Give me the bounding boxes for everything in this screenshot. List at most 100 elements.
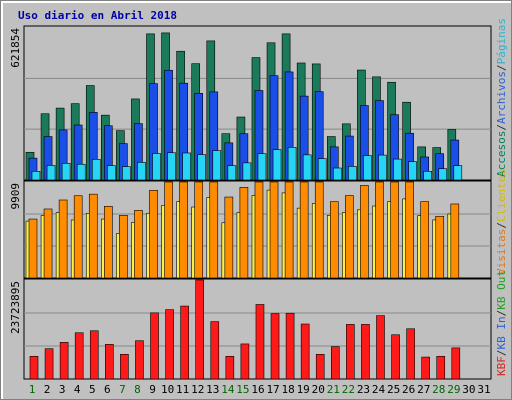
bar-2-2-day-6: [104, 205, 113, 279]
bar-2-2-day-15: [239, 187, 249, 279]
legend-item: Páginas: [495, 18, 508, 64]
bar-2-2-day-24: [375, 181, 384, 279]
bar-3-1-day-4: [74, 332, 84, 380]
legend-item: KB: [495, 362, 508, 376]
x-tick-label: 6: [104, 383, 111, 396]
bar-3-1-day-25: [391, 334, 400, 380]
bar-2-2-day-17: [269, 181, 279, 279]
bar-2-2-day-18: [284, 181, 294, 279]
bar-1-3-day-18: [287, 147, 297, 181]
x-tick-label: 18: [282, 383, 295, 396]
bevel-top: [1, 1, 511, 3]
bar-3-1-day-21: [330, 346, 340, 380]
x-axis: 1 2 3 4 5 6 7 8 9 10 11 12 13 14 15 16 17 18 19 20 21 22 23 24 2…: [29, 383, 491, 396]
bar-2-2-day-22: [345, 195, 354, 279]
bar-3-1-day-10: [165, 309, 174, 380]
legend-item: /: [495, 222, 508, 229]
bar-1-3-day-5: [91, 159, 101, 181]
bar-3-1-day-24: [376, 315, 385, 380]
bar-1-3-day-4: [76, 163, 86, 181]
x-tick-label: 22: [342, 383, 355, 396]
y-max-label: 621854: [9, 28, 22, 68]
x-tick-label: 31: [477, 383, 490, 396]
legend: KBF/KB In/KB Out: [495, 270, 508, 376]
x-tick-label: 25: [387, 383, 400, 396]
bar-3-1-day-19: [300, 323, 310, 380]
x-tick-label: 13: [206, 383, 219, 396]
x-tick-label: 10: [161, 383, 174, 396]
bevel-left: [1, 1, 3, 399]
x-tick-label: 29: [447, 383, 460, 396]
bar-2-2-day-13: [209, 181, 219, 279]
legend-item: Accesos: [495, 131, 508, 177]
bar-3-1-day-11: [180, 305, 189, 380]
x-tick-label: 15: [236, 383, 249, 396]
bar-3-1-day-14: [225, 355, 235, 380]
bar-1-3-day-8: [137, 162, 146, 181]
bar-1-3-day-29: [453, 165, 463, 181]
bar-1-3-day-19: [302, 154, 312, 181]
x-tick-label: 9: [149, 383, 156, 396]
panel-1: 621854 Accesos/Archivos/Páginas: [9, 18, 508, 181]
bar-2-2-day-29: [450, 203, 460, 279]
bar-2-2-day-19: [299, 181, 309, 279]
bar-2-2-day-20: [314, 181, 324, 279]
x-tick-label: 24: [372, 383, 386, 396]
x-tick-label: 14: [221, 383, 235, 396]
bar-1-3-day-25: [393, 158, 402, 181]
x-tick-label: 2: [44, 383, 51, 396]
legend-item: /: [495, 124, 508, 131]
bar-2-2-day-2: [43, 208, 53, 279]
bar-3-1-day-5: [89, 330, 99, 380]
bar-1-3-day-26: [408, 161, 417, 181]
legend-item: Visitas: [495, 229, 508, 275]
x-tick-label: 17: [266, 383, 279, 396]
bar-1-3-day-16: [257, 153, 267, 181]
x-tick-label: 8: [134, 383, 141, 396]
bar-2-2-day-3: [58, 199, 68, 279]
bar-1-3-day-10: [167, 152, 176, 181]
x-tick-label: 20: [312, 383, 325, 396]
x-tick-label: 12: [191, 383, 204, 396]
bar-2-2-day-25: [390, 181, 399, 279]
bar-3-1-day-13: [210, 321, 220, 380]
bar-1-3-day-12: [197, 154, 207, 181]
bar-2-2-day-11: [179, 181, 188, 279]
bar-1-3-day-23: [363, 155, 372, 181]
bar-3-1-day-18: [285, 312, 295, 380]
x-tick-label: 28: [432, 383, 445, 396]
bar-1-3-day-17: [272, 149, 282, 181]
bar-3-1-day-16: [255, 304, 265, 380]
bar-1-3-day-3: [61, 163, 71, 181]
legend-item: F: [495, 356, 508, 363]
x-tick-label: 1: [29, 383, 36, 396]
x-tick-label: 27: [417, 383, 430, 396]
bar-3-1-day-8: [135, 340, 144, 380]
bar-2-2-day-28: [435, 215, 445, 279]
bar-2-2-day-10: [164, 181, 173, 279]
bar-1-3-day-15: [242, 162, 252, 181]
y-max-label: 23723895: [9, 281, 22, 334]
legend: Accesos/Archivos/Páginas: [495, 18, 508, 177]
x-tick-label: 23: [357, 383, 370, 396]
panel-3: 23723895 KBF/KB In/KB Out: [9, 270, 508, 380]
x-tick-label: 11: [176, 383, 189, 396]
bar-1-3-day-11: [182, 152, 191, 181]
bar-2-2-day-12: [194, 181, 204, 279]
x-tick-label: 19: [297, 383, 310, 396]
bar-3-1-day-22: [346, 324, 355, 380]
legend-item: KB Out: [495, 270, 508, 310]
bar-2-2-day-26: [405, 181, 414, 279]
x-tick-label: 16: [251, 383, 264, 396]
bar-1-3-day-2: [46, 165, 56, 181]
bar-2-2-day-4: [73, 195, 83, 279]
chart-title: Uso diario en Abril 2018: [18, 9, 177, 22]
x-tick-label: 4: [74, 383, 81, 396]
bar-3-1-day-12: [195, 279, 205, 380]
bar-1-3-day-24: [378, 154, 387, 181]
bar-3-1-day-3: [59, 342, 69, 380]
bar-3-1-day-29: [451, 347, 461, 380]
bar-1-3-day-22: [348, 166, 357, 181]
legend-item: /: [495, 64, 508, 71]
legend-item: Clientes: [495, 169, 508, 222]
